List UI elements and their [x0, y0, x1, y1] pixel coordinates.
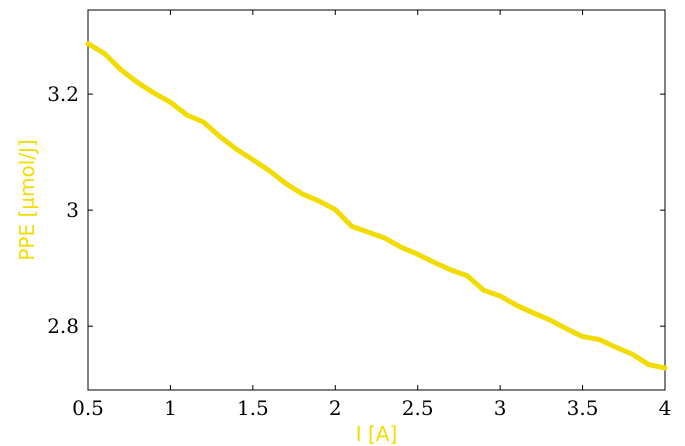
series-line [85, 41, 668, 371]
x-tick-label: 3 [494, 396, 507, 420]
x-tick-label: 1.5 [237, 396, 269, 420]
y-tick-label: 3 [66, 198, 79, 222]
x-tick-label: 0.5 [72, 396, 104, 420]
y-tick-label: 3.2 [47, 82, 79, 106]
y-tick-label: 2.8 [47, 314, 79, 338]
x-tick-label: 1 [164, 396, 177, 420]
x-tick-label: 2 [329, 396, 342, 420]
x-tick-label: 4 [659, 396, 672, 420]
y-axis-title: PPE [µmol/J] [15, 139, 39, 260]
series-layer [85, 41, 668, 371]
x-tick-label: 3.5 [567, 396, 599, 420]
x-axis-title: I [A] [356, 422, 398, 446]
x-tick-label: 2.5 [402, 396, 434, 420]
plot-frame [87, 9, 666, 391]
axis-ticks: 0.5 1 1.5 2 2.5 3 3.5 4 2.8 3 3.2 [47, 10, 671, 420]
